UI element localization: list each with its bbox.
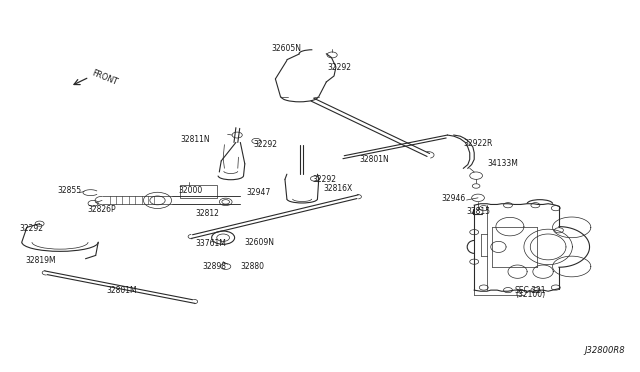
- Text: 32816X: 32816X: [323, 185, 353, 193]
- Text: 32826P: 32826P: [88, 205, 116, 215]
- Text: 32880: 32880: [241, 262, 264, 271]
- Text: 32292: 32292: [328, 62, 351, 72]
- Text: J32800R8: J32800R8: [584, 346, 625, 355]
- Text: 32819M: 32819M: [26, 256, 56, 265]
- Text: FRONT: FRONT: [91, 69, 119, 87]
- Text: 32292: 32292: [19, 224, 44, 233]
- Text: 32946: 32946: [441, 195, 465, 203]
- Text: 33761M: 33761M: [196, 239, 227, 248]
- Text: 32605N: 32605N: [271, 44, 301, 53]
- Text: 32292: 32292: [312, 175, 337, 184]
- Text: 32609N: 32609N: [245, 238, 275, 247]
- Text: 32801M: 32801M: [106, 286, 137, 295]
- Text: 32811N: 32811N: [180, 135, 211, 144]
- Text: 32947: 32947: [246, 188, 270, 197]
- Text: 32898: 32898: [202, 262, 226, 271]
- Text: SEC.321: SEC.321: [515, 286, 546, 295]
- Text: 32000: 32000: [179, 186, 203, 195]
- Text: 32855: 32855: [58, 186, 81, 195]
- Text: 32801N: 32801N: [360, 155, 389, 164]
- Text: 32292: 32292: [253, 140, 277, 149]
- Text: 32815: 32815: [467, 206, 491, 216]
- Text: 32922R: 32922R: [463, 139, 493, 148]
- Text: (32100): (32100): [515, 291, 545, 299]
- Text: 32812: 32812: [196, 209, 220, 218]
- Text: 34133M: 34133M: [487, 159, 518, 169]
